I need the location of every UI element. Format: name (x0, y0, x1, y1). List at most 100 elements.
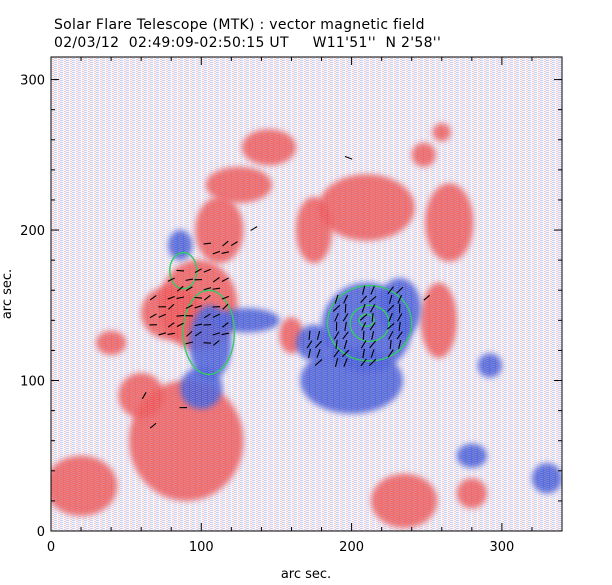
field-vector (316, 349, 321, 358)
field-vector (369, 340, 376, 349)
field-vector (368, 295, 377, 303)
field-vector (194, 331, 202, 337)
field-vector (361, 303, 366, 313)
field-vector (185, 341, 194, 345)
field-vector (360, 358, 367, 367)
field-vector (371, 312, 374, 322)
field-vector (396, 313, 403, 322)
field-contour (169, 251, 198, 290)
field-vector (222, 322, 229, 328)
field-vector (167, 332, 176, 335)
field-vector (386, 323, 395, 330)
field-vector (212, 277, 220, 283)
field-vector (361, 322, 367, 331)
field-vector (203, 313, 211, 319)
field-vector (333, 331, 340, 340)
field-vector (343, 339, 348, 349)
field-vector (342, 349, 350, 358)
field-vector (369, 322, 376, 331)
field-vector (332, 304, 341, 312)
field-vector (176, 296, 185, 300)
field-vector (212, 287, 221, 290)
field-vector (308, 348, 311, 358)
field-vector (222, 240, 229, 247)
field-vector (344, 321, 347, 331)
field-vector (369, 358, 377, 366)
field-vector (342, 313, 349, 322)
y-axis-label: arc sec. (0, 269, 15, 319)
field-vector (185, 286, 193, 292)
field-vector (158, 332, 166, 336)
field-vector (387, 304, 395, 312)
field-vector (314, 359, 323, 366)
field-vector (335, 339, 338, 349)
field-vector (158, 313, 166, 318)
field-vector (388, 331, 394, 340)
y-tick-label: 100 (20, 375, 45, 390)
x-axis-label: arc sec. (281, 567, 331, 582)
field-vector (334, 312, 339, 322)
field-vector (388, 312, 393, 322)
field-vector (370, 304, 376, 313)
field-vector (167, 295, 175, 300)
field-vector (212, 250, 221, 255)
field-vector (194, 323, 203, 327)
field-contour (182, 289, 236, 376)
field-contour (326, 285, 413, 362)
field-vector (362, 348, 365, 358)
field-vector (361, 285, 366, 295)
field-vector (185, 278, 194, 281)
field-vector (194, 268, 202, 274)
field-vector (333, 349, 340, 358)
negative-field-layer (51, 57, 562, 531)
field-vector (371, 330, 375, 340)
contour-layer (169, 251, 413, 376)
field-vector (203, 242, 212, 245)
field-vector (203, 287, 212, 291)
field-vector (250, 226, 258, 231)
chart-title: Solar Flare Telescope (MTK) : vector mag… (54, 17, 425, 33)
field-vector (203, 268, 211, 273)
field-vector (342, 331, 349, 340)
field-vector (177, 285, 184, 292)
field-vector (396, 286, 404, 294)
y-tick-label: 0 (37, 525, 45, 540)
field-vector (141, 392, 147, 400)
field-vector (359, 313, 368, 321)
field-vector (343, 358, 348, 367)
axes: 0 100 200 300 0 100 200 300 (20, 57, 563, 555)
y-tick-label: 300 (20, 74, 45, 89)
field-contour (349, 304, 390, 343)
field-vector (397, 294, 403, 304)
field-vector (360, 340, 367, 349)
field-vector (362, 330, 365, 340)
field-vector (149, 422, 157, 429)
field-vector (194, 305, 203, 309)
x-tick-label: 300 (489, 540, 514, 555)
x-tick-label: 200 (339, 540, 364, 555)
field-vector (203, 324, 212, 326)
vector-layer (141, 156, 430, 429)
plot-frame (50, 56, 563, 532)
field-vector (167, 322, 175, 328)
field-vector (212, 332, 221, 336)
field-vector (222, 303, 229, 310)
field-vector (316, 330, 321, 340)
field-vector (334, 294, 339, 304)
field-vector (186, 330, 193, 337)
field-vector (213, 340, 220, 346)
field-vector (230, 241, 238, 247)
field-vector (194, 296, 203, 299)
region-texture (51, 57, 562, 531)
field-vector (343, 294, 349, 304)
field-vector (176, 269, 185, 272)
field-vector (212, 313, 220, 318)
field-vector (168, 303, 175, 310)
x-tick-label: 100 (189, 540, 214, 555)
field-vector (334, 357, 339, 367)
field-vector (388, 294, 393, 304)
field-vector (221, 295, 230, 300)
field-vector (360, 295, 368, 303)
field-vector (149, 295, 157, 301)
